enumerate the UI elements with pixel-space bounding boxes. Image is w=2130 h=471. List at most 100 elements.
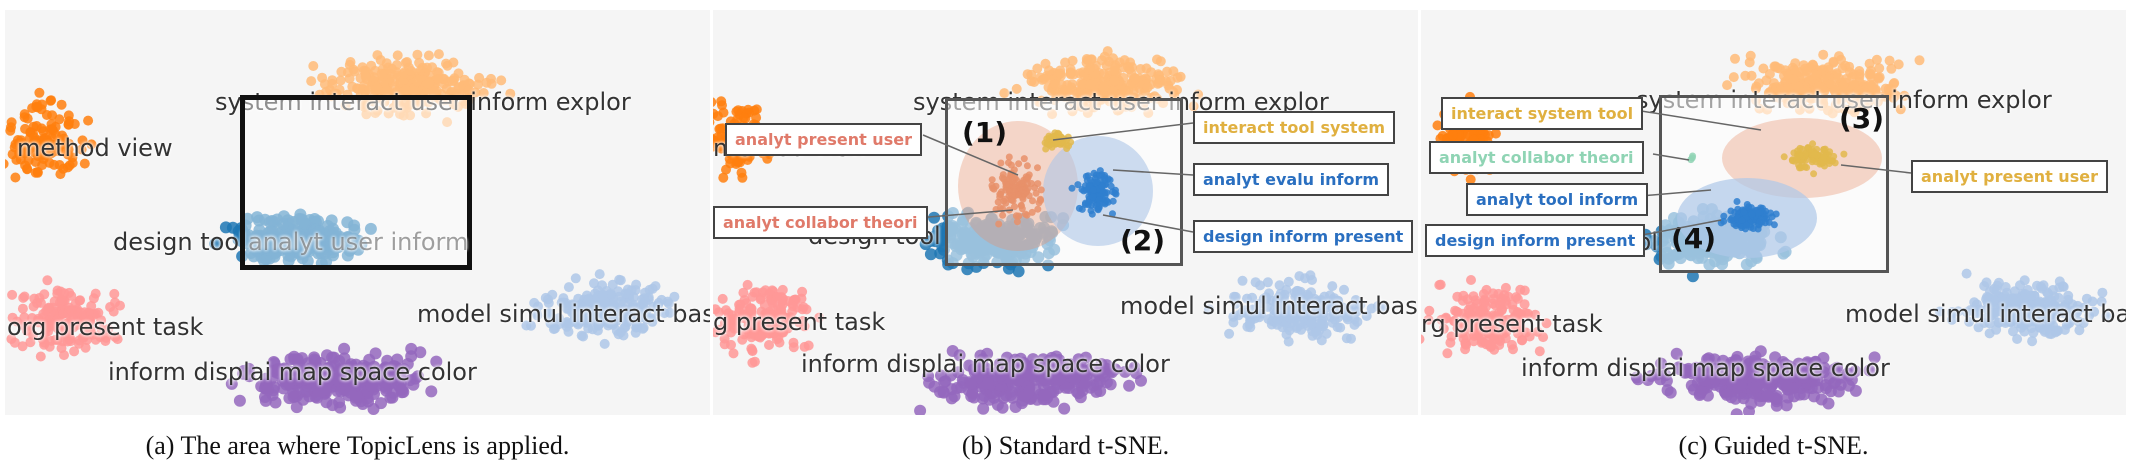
scatter-point bbox=[746, 306, 757, 317]
scatter-point bbox=[1737, 367, 1750, 380]
scatter-point bbox=[2034, 298, 2045, 309]
scatter-point bbox=[595, 314, 606, 325]
scatter-point bbox=[1770, 221, 1778, 229]
scatter-point bbox=[6, 334, 17, 344]
scatter-point bbox=[1029, 197, 1036, 205]
scatter-point bbox=[994, 370, 1007, 382]
scatter-point bbox=[1342, 312, 1353, 323]
topiclens-box[interactable] bbox=[240, 95, 472, 270]
topic-label-org: g present task bbox=[713, 308, 886, 336]
scatter-point bbox=[1836, 54, 1846, 65]
scatter-point bbox=[573, 293, 584, 304]
scatter-point bbox=[1726, 373, 1739, 386]
scatter-point bbox=[1450, 305, 1461, 316]
scatter-point bbox=[433, 49, 444, 60]
scatter-point bbox=[1849, 384, 1862, 397]
scatter-point bbox=[646, 314, 657, 325]
scatter-point bbox=[1237, 275, 1248, 286]
scatter-point bbox=[1447, 129, 1458, 140]
scatter-point bbox=[327, 78, 338, 89]
scatter-point bbox=[1032, 189, 1040, 197]
scatter-point bbox=[1874, 63, 1885, 74]
scatter-point bbox=[564, 318, 575, 329]
callout-interact-tool-system: interact tool system bbox=[1193, 111, 1396, 144]
scatter-point bbox=[622, 284, 633, 295]
scatter-point bbox=[55, 169, 66, 180]
scatter-point bbox=[1089, 193, 1097, 201]
scatter-point bbox=[2026, 307, 2037, 318]
scatter-point bbox=[719, 333, 730, 344]
scatter-point bbox=[55, 286, 66, 297]
scatter-point bbox=[2074, 325, 2085, 336]
scatter-point bbox=[425, 385, 438, 398]
scatter-point bbox=[381, 354, 394, 367]
scatter-point bbox=[594, 269, 605, 280]
scatter-point bbox=[1488, 310, 1499, 321]
scatter-point bbox=[332, 240, 345, 253]
scatter-point bbox=[281, 221, 294, 234]
scatter-point bbox=[1101, 176, 1109, 184]
scatter-point bbox=[989, 184, 997, 192]
scatter-point bbox=[1745, 397, 1758, 410]
scatter-point bbox=[762, 153, 773, 164]
scatter-point bbox=[242, 229, 255, 242]
scatter-point bbox=[1011, 203, 1018, 211]
scatter-point bbox=[1095, 196, 1103, 204]
cluster-number-2: (2) bbox=[1120, 224, 1166, 257]
scatter-point bbox=[376, 68, 387, 79]
scatter-point bbox=[1478, 289, 1489, 299]
lens-scatter-c bbox=[1677, 118, 1882, 258]
scatter-point bbox=[935, 369, 947, 382]
callout-analyt-tool-inform: analyt tool inform bbox=[1466, 183, 1649, 216]
scatter-point bbox=[1002, 199, 1010, 207]
scatter-point bbox=[576, 330, 587, 341]
scatter-point bbox=[93, 307, 104, 318]
scatter-point bbox=[1817, 366, 1830, 379]
scatter-point bbox=[1092, 179, 1100, 187]
scatter-point bbox=[1130, 367, 1143, 380]
scatter-point bbox=[1034, 360, 1047, 373]
scatter-point bbox=[1519, 299, 1530, 310]
scatter-point bbox=[1753, 78, 1764, 89]
scatter-point bbox=[57, 336, 68, 347]
scatter-point bbox=[1128, 86, 1139, 97]
scatter-point bbox=[1142, 82, 1153, 93]
scatter-point bbox=[1438, 323, 1449, 334]
scatter-point bbox=[1745, 50, 1756, 61]
scatter-point bbox=[1809, 140, 1817, 148]
scatter-point bbox=[717, 100, 727, 111]
scatter-point bbox=[1090, 88, 1101, 99]
scatter-point bbox=[1521, 327, 1532, 338]
scatter-point bbox=[1868, 351, 1881, 364]
scatter-point bbox=[1727, 207, 1735, 215]
scatter-point bbox=[271, 236, 284, 249]
scatter-point bbox=[1098, 183, 1106, 190]
scatter-point bbox=[1788, 370, 1801, 383]
scatter-point bbox=[320, 255, 333, 268]
scatter-point bbox=[1486, 341, 1497, 351]
panel-guided-tsne: system interact user inform explor pl mo… bbox=[1421, 10, 2126, 415]
scatter-point bbox=[1488, 294, 1499, 305]
scatter-point bbox=[988, 176, 996, 184]
scatter-point bbox=[1745, 203, 1753, 211]
topic-label-model: model simul interact base bbox=[1845, 300, 2126, 328]
caption-a: (a) The area where TopicLens is applied. bbox=[145, 431, 570, 460]
scatter-point bbox=[1790, 58, 1801, 69]
scatter-point bbox=[412, 49, 423, 60]
scatter-point bbox=[644, 284, 655, 295]
scatter-point bbox=[288, 353, 301, 366]
scatter-point bbox=[743, 104, 754, 115]
scatter-point bbox=[83, 115, 94, 126]
scatter-point bbox=[1090, 169, 1098, 177]
scatter-point bbox=[7, 312, 18, 323]
scatter-point bbox=[797, 286, 808, 297]
scatter-point bbox=[1754, 345, 1767, 358]
scatter-point bbox=[269, 396, 282, 409]
scatter-point bbox=[1722, 80, 1733, 91]
scatter-point bbox=[1228, 317, 1239, 328]
scatter-point bbox=[1780, 399, 1793, 412]
scatter-point bbox=[391, 67, 402, 78]
cluster-system-interact bbox=[999, 46, 1204, 120]
scatter-point bbox=[76, 144, 87, 155]
scatter-point bbox=[225, 377, 238, 390]
